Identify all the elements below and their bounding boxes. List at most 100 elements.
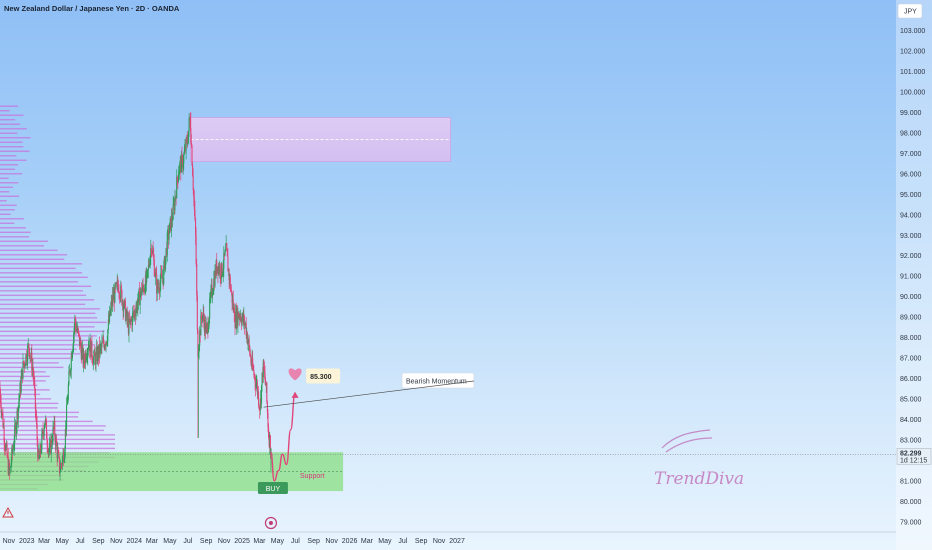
- candle-body: [185, 138, 187, 151]
- candle-body: [20, 383, 22, 392]
- candle-body: [8, 463, 10, 473]
- candle-body: [194, 218, 197, 236]
- candle-body: [17, 410, 19, 420]
- candle-body: [28, 343, 30, 349]
- buy-badge: [257, 482, 288, 495]
- candle-body: [106, 341, 108, 344]
- candle-body: [72, 345, 74, 352]
- candle-body: [112, 295, 114, 301]
- y-tick-label: 95.000: [900, 192, 922, 199]
- candle-body: [154, 272, 157, 277]
- candle-body: [240, 321, 243, 325]
- x-tick-label: Mar: [361, 538, 374, 545]
- candle-body: [27, 345, 29, 362]
- candle-body: [86, 356, 88, 358]
- candle-body: [155, 272, 157, 275]
- price-axis[interactable]: 103.000 102.000 101.000 100.000 99.000 98.000…: [896, 0, 932, 550]
- candle-body: [153, 260, 155, 276]
- candle-body: [161, 274, 163, 279]
- candles: [0, 112, 272, 481]
- candle-body: [268, 437, 270, 447]
- candle-body: [207, 323, 209, 333]
- candle-body: [139, 289, 141, 306]
- candle-body: [2, 413, 4, 428]
- candle-body: [240, 316, 242, 322]
- candle-body: [180, 160, 182, 173]
- candle-body: [207, 326, 210, 333]
- candle-body: [246, 332, 248, 344]
- y-tick-label: 103.000: [900, 28, 925, 35]
- profile-bar: [0, 384, 38, 387]
- candle-body: [34, 382, 36, 389]
- candle-body: [176, 176, 178, 181]
- candle-body: [137, 291, 139, 303]
- profile-bar: [0, 213, 11, 215]
- x-tick-label: 2027: [449, 538, 465, 545]
- candle-body: [107, 329, 109, 342]
- candle-body: [266, 401, 268, 414]
- candle-body: [67, 399, 69, 404]
- candle-body: [63, 459, 65, 463]
- candle-body: [85, 353, 87, 361]
- candle-body: [147, 264, 149, 270]
- candle-body: [64, 428, 66, 449]
- candle-body: [205, 320, 207, 334]
- candle-body: [94, 356, 96, 365]
- candle-body: [73, 327, 75, 335]
- candle-body: [90, 339, 92, 358]
- candle-body: [223, 252, 225, 256]
- candle-body: [133, 312, 135, 315]
- candle-body: [223, 252, 225, 269]
- candle-body: [130, 318, 132, 321]
- candle-body: [141, 290, 143, 296]
- candle-body: [232, 299, 234, 310]
- candle-body: [102, 339, 104, 343]
- y-tick-label: 101.000: [900, 69, 925, 76]
- candle-body: [244, 324, 246, 326]
- candle-body: [263, 369, 266, 373]
- candle-body: [116, 282, 118, 284]
- countdown-value: 1d 12:15: [900, 457, 927, 464]
- candle-body: [76, 329, 78, 332]
- candle-body: [169, 218, 171, 223]
- support-label: Support: [300, 473, 325, 480]
- candle-body: [30, 352, 32, 358]
- candle-body: [166, 232, 168, 256]
- bearish-pointer: [263, 380, 475, 408]
- profile-bar: [0, 398, 52, 400]
- candle-body: [129, 318, 131, 322]
- candle-body: [230, 289, 232, 291]
- profile-bar: [0, 132, 18, 134]
- candle-body: [267, 413, 269, 428]
- candle-body: [71, 351, 73, 359]
- candle-body: [125, 313, 127, 321]
- profile-bar: [0, 191, 10, 193]
- candle-body: [28, 348, 30, 357]
- y-tick-label: 85.000: [900, 396, 922, 403]
- candle-body: [74, 318, 76, 328]
- time-axis[interactable]: Nov 2023 Mar May Jul Sep Nov 2024 Mar May Jul Sep No…: [0, 531, 896, 545]
- candle-body: [118, 291, 120, 294]
- y-tick-label: 90.000: [900, 294, 922, 301]
- profile-bar: [0, 245, 44, 247]
- profile-bar: [0, 290, 83, 292]
- candle-body: [101, 342, 103, 347]
- candle-body: [35, 417, 38, 425]
- candle-body: [31, 367, 33, 371]
- candle-body: [205, 325, 207, 334]
- candle-body: [7, 456, 9, 458]
- candle-body: [132, 312, 134, 314]
- candle-body: [261, 372, 263, 386]
- profile-bar: [0, 402, 59, 405]
- candle-body: [108, 319, 110, 323]
- candle-body: [165, 248, 167, 257]
- profile-bar: [0, 303, 86, 306]
- candle-body: [11, 448, 13, 453]
- profile-bar: [0, 119, 16, 121]
- profile-bar: [0, 110, 10, 112]
- candle-body: [217, 266, 220, 275]
- y-tick-label: 99.000: [900, 110, 922, 117]
- profile-bar: [0, 159, 27, 161]
- candle-body: [37, 450, 39, 458]
